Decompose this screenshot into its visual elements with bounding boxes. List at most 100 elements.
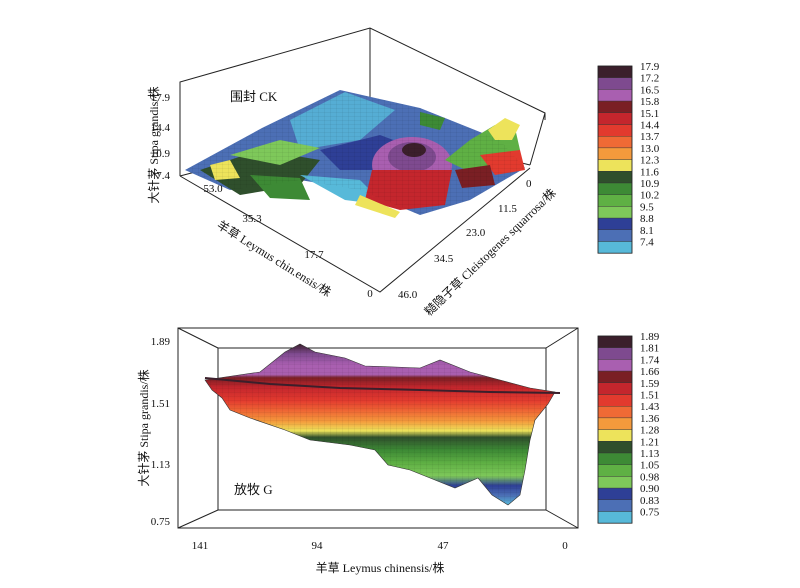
top-x-ticks: 53.0 35.3 17.7 0 [203,183,373,300]
bottom-x-axis-label: 羊草 Leymus chinensis/株 [316,560,445,575]
top-y-tick: 23.0 [466,227,486,239]
legend-swatch [597,112,633,125]
legend-label: 14.4 [640,120,660,132]
legend-frame [597,335,633,524]
legend-swatch [597,511,633,524]
legend-label: 1.05 [640,460,660,472]
top-z-tick: 10.9 [151,148,171,160]
legend-label: 7.4 [640,237,654,249]
legend-swatch [597,65,633,78]
bottom-box-frame [177,327,579,529]
top-surface [185,90,525,218]
legend-label: 1.36 [640,413,660,425]
bottom-z-tick: 1.51 [151,398,170,410]
legend-swatch [597,370,633,384]
legend-swatch [597,194,633,207]
legend-swatch [597,476,633,489]
legend-label: 11.6 [640,166,659,178]
legend-swatch [597,100,633,113]
top-z-tick: 17.9 [151,92,171,104]
top-z-tick: 14.4 [151,122,171,134]
top-panel: 17.9 14.4 10.9 7.4 53.0 35.3 17.7 0 0 11… [146,27,559,319]
legend-label: 15.1 [640,108,659,120]
bottom-z-tick: 1.89 [151,336,171,348]
legend-swatch [597,335,633,348]
legend-swatch [597,417,633,430]
top-y-tick: 46.0 [398,289,418,301]
bottom-z-ticks: 1.89 1.51 1.13 0.75 [151,336,171,528]
legend-label: 1.89 [640,331,660,343]
top-y-ticks: 0 11.5 23.0 34.5 46.0 [398,178,532,301]
bottom-panel-label: 放牧 G [234,482,273,497]
legend-swatch [597,182,633,195]
legend-swatch [597,487,633,501]
legend-label: 0.90 [640,483,660,495]
legend-label: 1.43 [640,401,660,413]
legend-swatch [597,241,633,254]
legend-swatch [597,206,633,219]
legend-swatch [597,359,633,372]
legend-swatch [597,441,633,454]
top-y-tick: 34.5 [434,253,454,265]
top-panel-label: 围封 CK [230,89,278,104]
top-z-tick: 7.4 [156,170,170,182]
legend-label: 1.66 [640,366,660,378]
legend-swatch [597,159,633,172]
legend-swatch [597,147,633,160]
legend-label: 1.51 [640,390,659,402]
top-x-tick: 0 [367,288,373,300]
top-x-tick: 35.3 [242,213,262,225]
legend-label: 1.21 [640,436,659,448]
bottom-z-tick: 0.75 [151,516,171,528]
legend-label: 17.9 [640,61,660,73]
legend-frame [597,65,633,254]
top-z-ticks: 17.9 14.4 10.9 7.4 [151,92,171,182]
legend-label: 17.2 [640,73,659,85]
legend-swatch [597,77,633,90]
legend-label: 1.59 [640,378,660,390]
bottom-x-tick: 47 [438,540,450,552]
bottom-surface [204,343,561,506]
top-x-tick: 17.7 [304,249,324,261]
legend-swatch [597,429,633,442]
legend-label: 16.5 [640,84,660,96]
legend-swatch [597,406,633,419]
legend-swatch [597,347,633,360]
top-y-tick: 0 [526,178,532,190]
bottom-x-tick: 94 [312,540,324,552]
top-y-tick: 11.5 [498,203,517,215]
bottom-x-tick: 0 [562,540,568,552]
legend-swatch [597,382,633,395]
top-z-axis-label: 大针茅 Stipa grandis/株 [146,86,161,203]
legend-label: 9.5 [640,201,654,213]
legend-label: 8.1 [640,225,654,237]
legend-label: 12.3 [640,155,660,167]
bottom-panel: 1.89 1.51 1.13 0.75 141 94 47 0 放牧 G 大针茅… [136,327,579,575]
legend-label: 0.75 [640,507,660,519]
top-legend: 17.917.216.515.815.114.413.713.012.311.6… [597,61,660,254]
legend-label: 1.81 [640,343,659,355]
legend-swatch [597,452,633,465]
legend-swatch [597,135,633,149]
legend-swatch [597,499,633,512]
legend-swatch [597,171,633,184]
legend-label: 1.28 [640,425,660,437]
legend-label: 10.9 [640,178,660,190]
legend-swatch [597,394,633,407]
legend-label: 0.98 [640,471,660,483]
bottom-z-axis-label: 大针茅 Stipa grandis/株 [136,369,151,486]
legend-swatch [597,217,633,231]
legend-label: 13.0 [640,143,660,155]
bottom-x-ticks: 141 94 47 0 [192,540,569,552]
legend-label: 0.83 [640,495,660,507]
legend-label: 8.8 [640,213,654,225]
legend-swatch [597,229,633,242]
bottom-x-tick: 141 [192,540,209,552]
legend-label: 1.74 [640,354,660,366]
legend-label: 10.2 [640,190,659,202]
top-x-tick: 53.0 [203,183,223,195]
legend-label: 1.13 [640,448,660,460]
legend-swatch [597,124,633,137]
